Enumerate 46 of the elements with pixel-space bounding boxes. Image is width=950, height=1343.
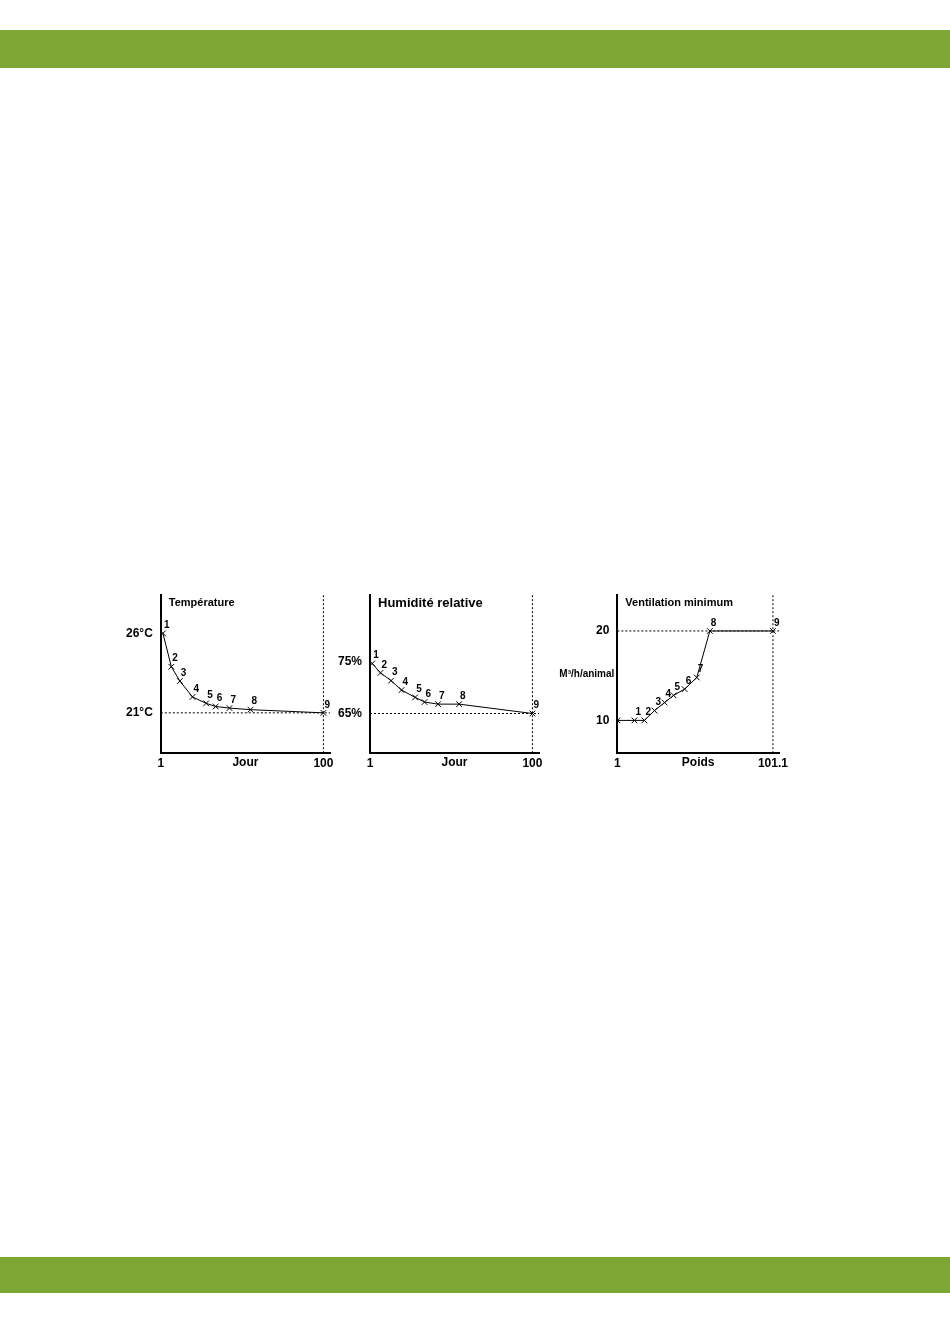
annotation: 9 [324, 698, 331, 710]
x-tick-label: 101.1 [757, 756, 789, 771]
annotation: 7 [439, 689, 446, 701]
x-axis-title: Jour [232, 754, 259, 769]
annotation: 7 [230, 693, 237, 705]
annotation: 1 [635, 706, 642, 718]
annotation: 2 [645, 706, 652, 718]
x-tick-label: 100 [522, 756, 543, 771]
annotation: 6 [216, 692, 223, 704]
annotation: 6 [425, 687, 432, 699]
y-tick-label: 75% [337, 653, 363, 668]
annotation: 2 [381, 658, 388, 670]
chart-title: Ventilation minimum [625, 595, 734, 608]
x-tick-label: 1 [366, 756, 374, 771]
chart-title: Humidité relative [378, 595, 483, 611]
annotation: 8 [251, 695, 258, 707]
annotation: 6 [685, 674, 692, 686]
y-tick-label: 20 [595, 623, 610, 638]
annotation: 9 [773, 616, 780, 628]
x-tick-label: 100 [313, 756, 334, 771]
annotation: 1 [163, 619, 170, 631]
y-axis-title: M³/h/animal [559, 667, 615, 679]
annotation: 3 [180, 666, 187, 678]
annotation: 4 [402, 675, 409, 687]
annotation: 3 [392, 666, 399, 678]
x-axis-title: Poids [681, 754, 715, 769]
annotation: 3 [655, 696, 662, 708]
annotation: 5 [674, 681, 681, 693]
y-tick-label: 10 [595, 712, 610, 727]
annotation: 5 [207, 689, 214, 701]
x-axis-title: Jour [441, 754, 468, 769]
x-tick-label: 1 [157, 756, 165, 771]
annotation: 1 [373, 649, 380, 661]
annotation: 8 [710, 616, 717, 628]
annotation: 7 [697, 663, 704, 675]
annotation: 5 [416, 683, 423, 695]
x-tick-label: 1 [614, 756, 621, 771]
y-tick-label: 21°C [126, 705, 154, 720]
annotation: 4 [193, 682, 200, 694]
annotation: 9 [533, 699, 540, 711]
y-tick-label: 65% [337, 705, 363, 720]
y-tick-label: 26°C [126, 625, 154, 640]
annotation: 8 [460, 689, 467, 701]
annotation: 4 [665, 688, 672, 700]
annotation: 2 [172, 652, 179, 664]
chart-title: Température [168, 595, 235, 608]
